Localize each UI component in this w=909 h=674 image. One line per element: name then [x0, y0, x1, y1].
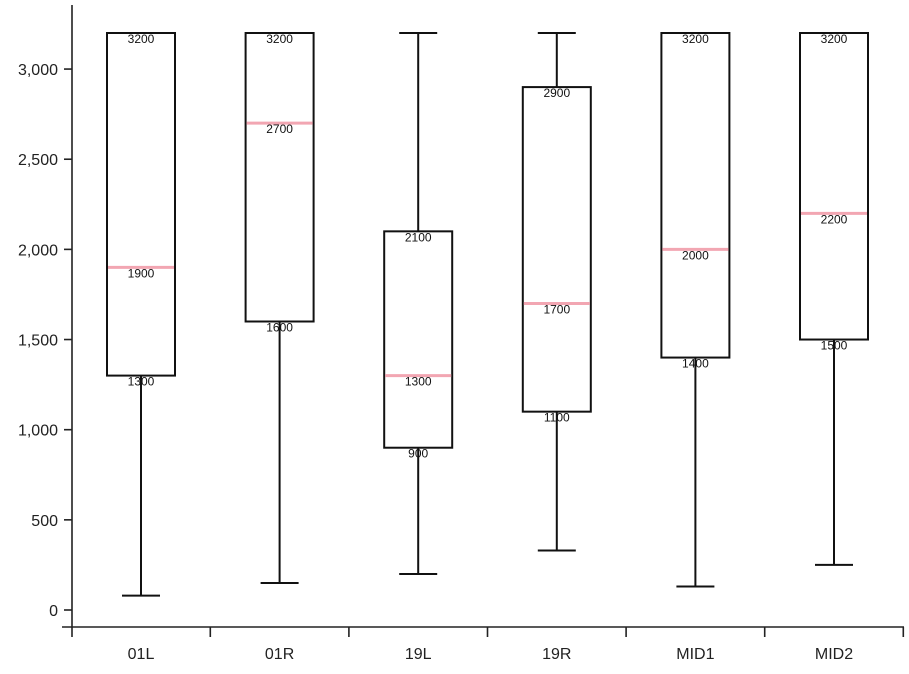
iqr-box — [383, 230, 454, 449]
x-tick-label: 01R — [265, 646, 294, 663]
q3-label: 2900 — [543, 86, 570, 100]
y-tick-label: 2,000 — [18, 242, 58, 259]
median-label: 2700 — [266, 122, 293, 136]
box-mid2: 3200 2200 1500 — [799, 32, 869, 566]
x-tick-label: 19R — [542, 646, 571, 663]
y-tick-label: 1,000 — [18, 423, 58, 440]
box-19l: 2100 1300 900 — [383, 32, 454, 575]
y-axis: 0 500 1,000 1,500 2,000 2,500 3,000 — [18, 5, 73, 627]
q1-label: 1300 — [128, 375, 155, 389]
y-tick-label: 0 — [49, 603, 58, 620]
x-axis: 01L 01R 19L 19R MID1 MID2 — [62, 626, 905, 663]
iqr-box — [244, 32, 315, 323]
median-label: 2200 — [821, 212, 848, 226]
box-01l: 3200 1900 1300 — [106, 32, 176, 597]
q3-label: 2100 — [405, 230, 432, 244]
x-tick-label: MID1 — [676, 646, 714, 663]
q3-label: 3200 — [821, 32, 848, 46]
median-label: 1300 — [405, 375, 432, 389]
q1-label: 1600 — [266, 321, 293, 335]
y-tick-label: 2,500 — [18, 152, 58, 169]
x-tick-label: MID2 — [815, 646, 853, 663]
y-tick-label: 3,000 — [18, 62, 58, 79]
q1-label: 900 — [408, 447, 428, 461]
median-label: 1900 — [128, 266, 155, 280]
iqr-box — [660, 32, 731, 359]
x-tick-label: 01L — [128, 646, 155, 663]
q1-label: 1100 — [544, 411, 570, 425]
median-label: 1700 — [543, 302, 570, 316]
y-tick-label: 500 — [31, 513, 58, 530]
q1-label: 1400 — [682, 357, 709, 371]
q3-label: 3200 — [266, 32, 293, 46]
iqr-box — [106, 32, 176, 377]
q1-label: 1500 — [821, 339, 848, 353]
x-tick-label: 19L — [405, 646, 432, 663]
iqr-box — [521, 86, 592, 413]
plot-area: 3200 1900 1300 3200 2700 1600 2100 1300 900 2900 1… — [106, 32, 869, 597]
iqr-box — [799, 32, 869, 341]
y-tick-label: 1,500 — [18, 333, 58, 350]
q3-label: 3200 — [128, 32, 155, 46]
median-label: 2000 — [682, 248, 709, 262]
q3-label: 3200 — [682, 32, 709, 46]
box-mid1: 3200 2000 1400 — [660, 32, 731, 588]
box-19r: 2900 1700 1100 — [521, 32, 592, 552]
box-01r: 3200 2700 1600 — [244, 32, 315, 584]
